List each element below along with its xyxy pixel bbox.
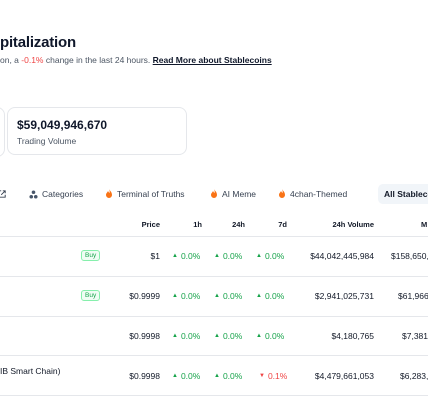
volume-cell: $4,479,661,053 (314, 371, 374, 381)
buy-button[interactable]: Buy (81, 290, 101, 301)
1h-change: ▲ 0.0% (172, 371, 200, 381)
7d-change: ▼ 0.1% (259, 371, 287, 381)
tab-4chan-themed[interactable]: 4chan-Themed (278, 184, 347, 204)
page-subtitle: on, a -0.1% change in the last 24 hours.… (0, 55, 272, 65)
caret-up-icon: ▲ (172, 253, 178, 259)
table-divider (0, 236, 428, 237)
caret-up-icon: ▲ (172, 293, 178, 299)
trading-volume-label: Trading Volume (17, 136, 77, 146)
24h-change-value: 0.0% (222, 331, 243, 341)
tab-terminal-of-truths[interactable]: Terminal of Truths (105, 184, 185, 204)
24h-header[interactable]: 24h (232, 220, 245, 229)
tab-label: All Stablecoi (384, 189, 428, 199)
market-cap-card (0, 107, 5, 157)
table-divider (0, 276, 428, 277)
external-link-icon (0, 190, 6, 198)
7d-change-value: 0.1% (267, 371, 288, 381)
tab-external[interactable] (0, 184, 10, 204)
price-cell: $0.9999 (129, 291, 160, 301)
24h-change-value: 0.0% (222, 371, 243, 381)
price-cell: $0.9998 (129, 331, 160, 341)
table-divider (0, 316, 428, 317)
1h-change-value: 0.0% (180, 331, 201, 341)
tab-label: AI Meme (222, 189, 257, 199)
category-tabs: Categories Terminal of Truths AI Meme 4c… (0, 184, 428, 204)
1h-header[interactable]: 1h (193, 220, 202, 229)
price-cell: $1 (150, 251, 160, 261)
7d-change-value: 0.0% (264, 331, 285, 341)
24h-change: ▲ 0.0% (214, 331, 242, 341)
table-divider (0, 355, 428, 356)
fire-icon (211, 189, 217, 198)
volume-cell: $2,941,025,731 (314, 291, 374, 301)
coin-name-cell[interactable]: IB Smart Chain) (0, 366, 61, 376)
caret-up-icon: ▲ (214, 293, 220, 299)
market-cap-change: -0.1% (21, 55, 44, 65)
tab-all-stablecoins[interactable]: All Stablecoi (378, 184, 428, 204)
volume-cell: $44,042,445,984 (310, 251, 374, 261)
caret-up-icon: ▲ (172, 373, 178, 379)
tab-label: Categories (42, 189, 84, 199)
trading-volume-value: $59,049,946,670 (17, 118, 108, 132)
market-cap-cell: $61,966 (398, 291, 428, 301)
24h-change: ▲ 0.0% (214, 291, 242, 301)
1h-change: ▲ 0.0% (172, 291, 200, 301)
1h-change-value: 0.0% (180, 291, 201, 301)
price-header[interactable]: Price (141, 220, 160, 229)
24h-change: ▲ 0.0% (214, 251, 242, 261)
1h-change: ▲ 0.0% (172, 331, 200, 341)
caret-up-icon: ▲ (214, 373, 220, 379)
tab-label: 4chan-Themed (290, 189, 348, 199)
caret-up-icon: ▲ (256, 333, 262, 339)
caret-down-icon: ▼ (259, 373, 265, 379)
24h-volume-header[interactable]: 24h Volume (332, 220, 374, 229)
market-cap-cell: $7,381, (402, 331, 428, 341)
market-cap-cell: $158,650, (391, 251, 428, 261)
24h-change-value: 0.0% (222, 251, 243, 261)
market-cap-header[interactable]: M (421, 220, 428, 229)
buy-button[interactable]: Buy (81, 250, 101, 261)
7d-header[interactable]: 7d (278, 220, 287, 229)
24h-change: ▲ 0.0% (214, 371, 242, 381)
read-more-link[interactable]: Read More about Stablecoins (152, 55, 272, 65)
subtitle-prefix: on, a (0, 55, 22, 65)
categories-icon (29, 189, 38, 199)
caret-up-icon: ▲ (214, 253, 220, 259)
7d-change-value: 0.0% (264, 291, 285, 301)
market-cap-cell: $6,283, (400, 371, 428, 381)
7d-change: ▲ 0.0% (256, 251, 284, 261)
price-cell: $0.9998 (129, 371, 160, 381)
1h-change-value: 0.0% (180, 251, 201, 261)
tab-label: Terminal of Truths (117, 189, 185, 199)
tab-categories[interactable]: Categories (29, 184, 83, 204)
7d-change: ▲ 0.0% (256, 331, 284, 341)
tab-ai-meme[interactable]: AI Meme (210, 184, 256, 204)
caret-up-icon: ▲ (172, 333, 178, 339)
24h-change-value: 0.0% (222, 291, 243, 301)
fire-icon (279, 189, 285, 198)
1h-change-value: 0.0% (180, 371, 201, 381)
subtitle-suffix: change in the last 24 hours. (43, 55, 153, 65)
caret-up-icon: ▲ (256, 253, 262, 259)
1h-change: ▲ 0.0% (172, 251, 200, 261)
caret-up-icon: ▲ (256, 293, 262, 299)
7d-change: ▲ 0.0% (256, 291, 284, 301)
trading-volume-card: $59,049,946,670 Trading Volume (7, 107, 187, 155)
fire-icon (106, 189, 112, 198)
table-divider (0, 395, 428, 396)
7d-change-value: 0.0% (264, 251, 285, 261)
volume-cell: $4,180,765 (331, 331, 374, 341)
caret-up-icon: ▲ (214, 333, 220, 339)
page-title: pitalization (0, 34, 76, 51)
